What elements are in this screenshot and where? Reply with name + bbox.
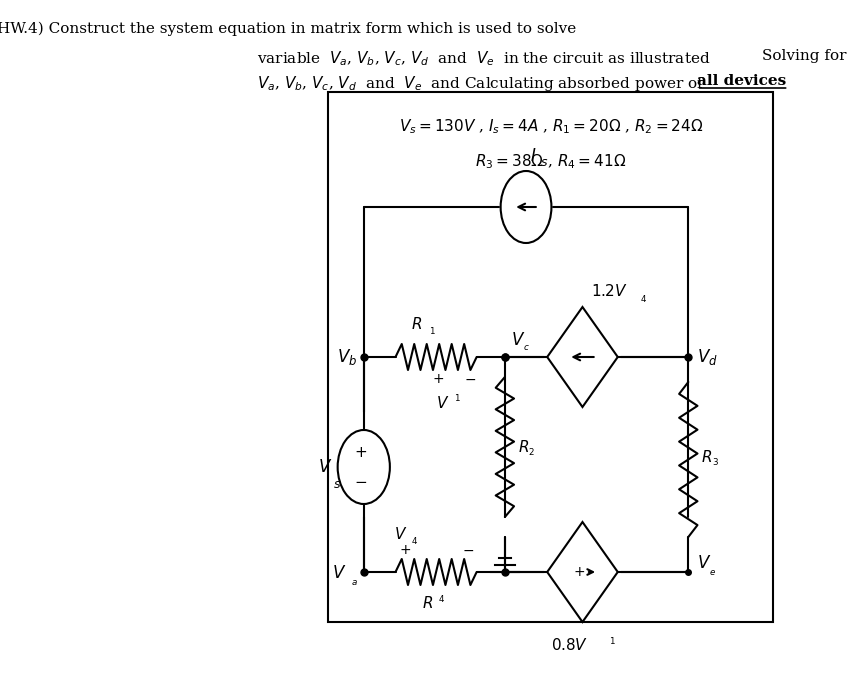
Text: $_a$: $_a$ [351,575,358,588]
Text: $s$: $s$ [333,479,341,492]
Text: $-$: $-$ [354,474,367,488]
Text: $_e$: $_e$ [710,565,717,579]
Text: $_4$: $_4$ [411,534,418,547]
Text: variable  $V_a$, $V_b$, $V_c$, $V_d$  and  $V_e$  in the circuit as illustrated: variable $V_a$, $V_b$, $V_c$, $V_d$ and … [256,49,710,68]
Text: $V_a$, $V_b$, $V_c$, $V_d$  and  $V_e$  and Calculating absorbed power of: $V_a$, $V_b$, $V_c$, $V_d$ and $V_e$ and… [256,74,705,93]
Text: $-$: $-$ [462,543,475,557]
Text: $+$: $+$ [573,565,585,579]
Text: $_2$: $_2$ [528,445,535,458]
Text: HW.4) Construct the system equation in matrix form which is used to solve: HW.4) Construct the system equation in m… [0,22,576,37]
Text: Solving for: Solving for [762,49,846,63]
Text: $R$: $R$ [412,316,423,332]
Text: $_1$: $_1$ [609,634,616,647]
Text: $V$: $V$ [436,395,450,411]
Text: $V_d$: $V_d$ [697,347,717,367]
Text: $V$: $V$ [318,458,332,475]
Text: $s$: $s$ [540,156,549,169]
Text: $R$: $R$ [422,595,433,611]
Text: $V$: $V$ [331,565,346,582]
Text: $_4$: $_4$ [438,592,445,605]
Text: $V$: $V$ [510,332,525,349]
Text: $R$: $R$ [517,439,529,455]
Text: $+$: $+$ [399,543,411,557]
Text: $V_b$: $V_b$ [337,347,357,367]
Text: $R_3 = 38\Omega$ , $R_4 = 41\Omega$: $R_3 = 38\Omega$ , $R_4 = 41\Omega$ [475,152,626,171]
Text: $R$: $R$ [701,449,712,465]
Bar [329,92,773,622]
Text: $V$: $V$ [697,556,711,573]
Text: $1.2V$: $1.2V$ [591,283,628,299]
Text: $0.8V$: $0.8V$ [551,637,589,653]
Text: all devices: all devices [697,74,786,88]
Text: $_1$: $_1$ [454,391,461,404]
Text: $_c$: $_c$ [522,340,529,353]
Text: $_4$: $_4$ [641,292,648,305]
Text: $_1$: $_1$ [429,324,435,337]
Text: $I$: $I$ [530,148,536,165]
Text: $V$: $V$ [394,526,407,542]
Text: $V_s = 130V$ , $I_s = 4A$ , $R_1 = 20\Omega$ , $R_2 = 24\Omega$: $V_s = 130V$ , $I_s = 4A$ , $R_1 = 20\Om… [399,117,703,135]
Text: $_3$: $_3$ [711,456,718,468]
Text: $-$: $-$ [463,372,475,386]
Text: $+$: $+$ [354,446,367,460]
Text: $+$: $+$ [432,372,444,386]
